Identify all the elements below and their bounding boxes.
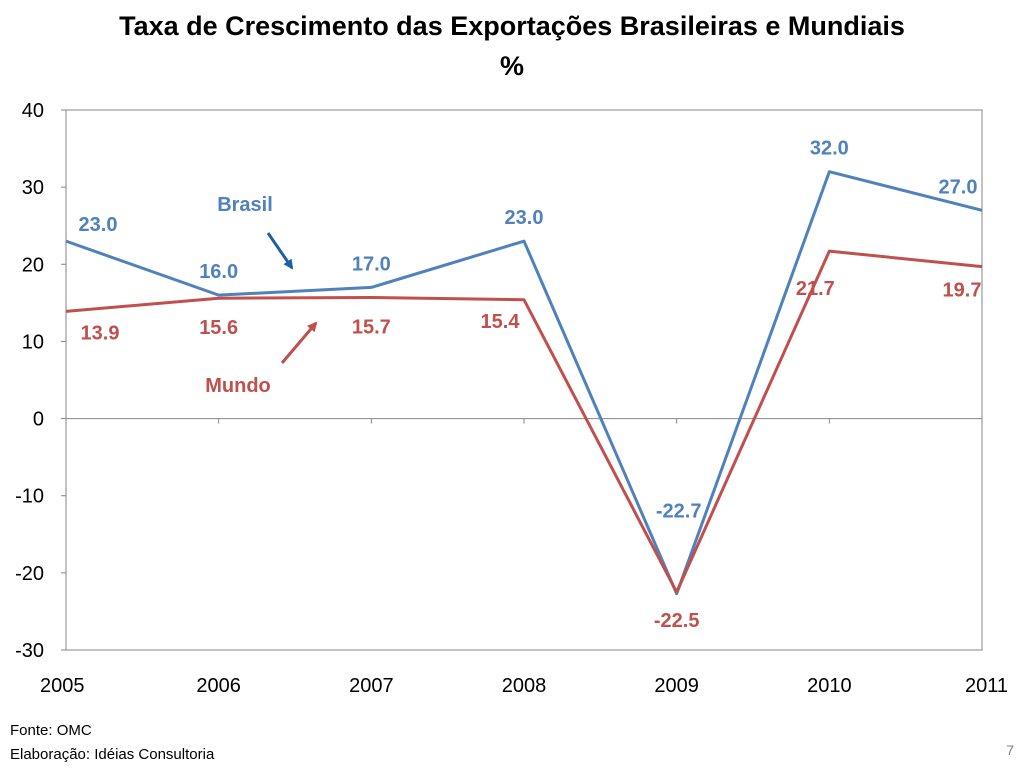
y-tick-label: 0 — [33, 409, 44, 431]
data-labels: 23.0 16.0 17.0 23.0 -22.7 32.0 27.0 13.9 15.6 15.… — [79, 138, 982, 632]
data-point-mundo — [828, 250, 830, 252]
data-point-brasil — [65, 240, 67, 242]
x-tick-label: 2005 — [40, 675, 85, 697]
arrow-mundo-icon — [280, 321, 318, 364]
y-tick-label: -20 — [15, 563, 44, 585]
data-label-mundo: 13.9 — [81, 322, 120, 344]
arrow-brasil-icon — [266, 232, 294, 270]
data-point-mundo — [676, 591, 678, 593]
data-point-mundo — [370, 296, 372, 298]
data-label-mundo: 15.6 — [199, 317, 238, 339]
x-axis: 2005 2006 2007 2008 2009 2010 2011 — [40, 418, 1008, 697]
data-label-brasil: 17.0 — [352, 253, 391, 275]
y-axis: -30 -20 -10 0 10 20 30 40 — [15, 100, 66, 662]
y-tick-label: 10 — [22, 331, 44, 353]
x-tick-label: 2006 — [196, 675, 241, 697]
data-label-brasil: 32.0 — [810, 138, 849, 160]
y-tick-label: 40 — [22, 100, 44, 122]
series-group — [65, 170, 983, 596]
data-label-mundo: 21.7 — [796, 278, 835, 300]
data-point-brasil — [981, 209, 983, 211]
data-point-brasil — [523, 240, 525, 242]
data-point-mundo — [523, 299, 525, 301]
x-tick-label: 2009 — [654, 675, 699, 697]
data-label-mundo: 15.7 — [352, 316, 391, 338]
data-label-brasil: -22.7 — [656, 501, 702, 523]
series-annotations: Brasil Mundo — [205, 194, 318, 397]
data-label-brasil: 23.0 — [505, 207, 544, 229]
x-tick-label: 2010 — [807, 675, 852, 697]
footer-source: Fonte: OMC — [10, 722, 92, 739]
data-point-brasil — [218, 294, 220, 296]
data-point-brasil — [828, 171, 830, 173]
y-tick-label: 20 — [22, 254, 44, 276]
data-point-mundo — [65, 310, 67, 312]
x-tick-label: 2011 — [965, 675, 1008, 697]
footer-elaboration: Elaboração: Idéias Consultoria — [10, 746, 215, 763]
series-name-brasil: Brasil — [217, 194, 273, 216]
series-line-brasil — [65, 170, 983, 596]
y-tick-label: -10 — [15, 486, 44, 508]
chart-subtitle-unit: % — [499, 51, 524, 81]
y-tick-label: 30 — [22, 177, 44, 199]
page-number: 7 — [1006, 742, 1014, 758]
data-point-mundo — [218, 297, 220, 299]
data-label-brasil: 16.0 — [199, 261, 238, 283]
plot-area-frame — [65, 109, 983, 651]
data-point-mundo — [981, 266, 983, 268]
data-point-brasil — [370, 286, 372, 288]
data-label-mundo: -22.5 — [654, 610, 700, 632]
chart-title: Taxa de Crescimento das Exportações Bras… — [119, 11, 905, 41]
data-label-mundo: 15.4 — [481, 311, 521, 333]
x-tick-label: 2007 — [349, 675, 394, 697]
data-label-mundo: 19.7 — [943, 280, 982, 302]
y-tick-label: -30 — [15, 640, 44, 662]
data-label-brasil: 27.0 — [939, 176, 978, 198]
series-name-mundo: Mundo — [205, 375, 271, 397]
data-label-brasil: 23.0 — [79, 214, 118, 236]
x-tick-label: 2008 — [502, 675, 547, 697]
